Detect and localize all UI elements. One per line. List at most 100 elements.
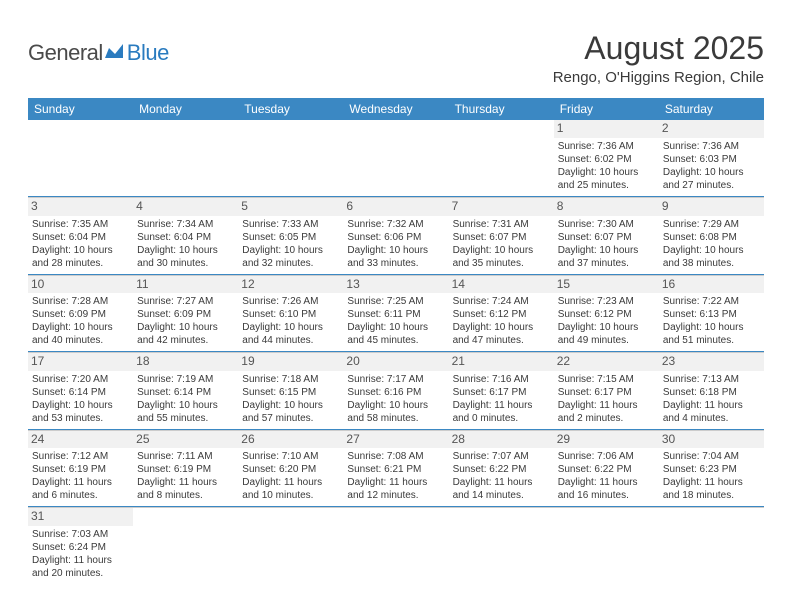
day-number: 18 [133, 353, 238, 371]
logo-text-blue: Blue [127, 40, 169, 66]
sunset-line: Sunset: 6:17 PM [558, 386, 655, 399]
daylight-line: Daylight: 10 hours and 25 minutes. [558, 166, 655, 192]
day-cell: 1Sunrise: 7:36 AMSunset: 6:02 PMDaylight… [554, 120, 659, 196]
day-cell: 11Sunrise: 7:27 AMSunset: 6:09 PMDayligh… [133, 275, 238, 352]
sunrise-line: Sunrise: 7:36 AM [558, 140, 655, 153]
sunset-line: Sunset: 6:19 PM [32, 463, 129, 476]
daylight-line: Daylight: 11 hours and 0 minutes. [453, 399, 550, 425]
sunset-line: Sunset: 6:07 PM [558, 231, 655, 244]
day-number: 3 [28, 198, 133, 216]
day-cell: 8 Sunrise: 7:30 AMSunset: 6:07 PMDaylight… [554, 197, 659, 274]
day-cell: 25Sunrise: 7:11 AMSunset: 6:19 PMDayligh… [133, 430, 238, 507]
month-title: August 2025 [553, 30, 764, 67]
sunrise-line: Sunrise: 7:32 AM [347, 218, 444, 231]
day-number: 13 [343, 276, 448, 294]
day-cell: 20Sunrise: 7:17 AMSunset: 6:16 PMDayligh… [343, 352, 448, 429]
week-row: 31Sunrise: 7:03 AMSunset: 6:24 PMDayligh… [28, 507, 764, 584]
sunset-line: Sunset: 6:22 PM [453, 463, 550, 476]
week-row: 24Sunrise: 7:12 AMSunset: 6:19 PMDayligh… [28, 430, 764, 508]
day-cell: 22Sunrise: 7:15 AMSunset: 6:17 PMDayligh… [554, 352, 659, 429]
logo: General Blue [28, 40, 169, 66]
sunrise-line: Sunrise: 7:30 AM [558, 218, 655, 231]
sunset-line: Sunset: 6:18 PM [663, 386, 760, 399]
sunset-line: Sunset: 6:21 PM [347, 463, 444, 476]
day-number: 4 [133, 198, 238, 216]
daylight-line: Daylight: 11 hours and 20 minutes. [32, 554, 129, 580]
day-number: 23 [659, 353, 764, 371]
sunset-line: Sunset: 6:14 PM [32, 386, 129, 399]
calendar-page: General Blue August 2025 Rengo, O'Higgin… [0, 0, 792, 604]
daylight-line: Daylight: 10 hours and 45 minutes. [347, 321, 444, 347]
day-number: 11 [133, 276, 238, 294]
sunset-line: Sunset: 6:13 PM [663, 308, 760, 321]
sunrise-line: Sunrise: 7:27 AM [137, 295, 234, 308]
week-row: 3Sunrise: 7:35 AMSunset: 6:04 PMDaylight… [28, 197, 764, 275]
day-cell-empty [449, 507, 554, 584]
sunrise-line: Sunrise: 7:10 AM [242, 450, 339, 463]
daylight-line: Daylight: 10 hours and 37 minutes. [558, 244, 655, 270]
weekday-header-cell: Sunday [28, 98, 133, 120]
day-number: 8 [554, 198, 659, 216]
sunrise-line: Sunrise: 7:11 AM [137, 450, 234, 463]
daylight-line: Daylight: 10 hours and 40 minutes. [32, 321, 129, 347]
sunset-line: Sunset: 6:11 PM [347, 308, 444, 321]
day-cell: 9Sunrise: 7:29 AMSunset: 6:08 PMDaylight… [659, 197, 764, 274]
day-cell: 31Sunrise: 7:03 AMSunset: 6:24 PMDayligh… [28, 507, 133, 584]
logo-flag-icon [105, 44, 127, 65]
sunrise-line: Sunrise: 7:16 AM [453, 373, 550, 386]
sunset-line: Sunset: 6:16 PM [347, 386, 444, 399]
day-cell-empty [133, 507, 238, 584]
day-number: 12 [238, 276, 343, 294]
daylight-line: Daylight: 10 hours and 51 minutes. [663, 321, 760, 347]
day-cell: 5Sunrise: 7:33 AMSunset: 6:05 PMDaylight… [238, 197, 343, 274]
sunset-line: Sunset: 6:10 PM [242, 308, 339, 321]
sunrise-line: Sunrise: 7:08 AM [347, 450, 444, 463]
day-number: 2 [659, 120, 764, 138]
sunrise-line: Sunrise: 7:25 AM [347, 295, 444, 308]
day-cell: 23Sunrise: 7:13 AMSunset: 6:18 PMDayligh… [659, 352, 764, 429]
daylight-line: Daylight: 10 hours and 35 minutes. [453, 244, 550, 270]
day-cell: 7Sunrise: 7:31 AMSunset: 6:07 PMDaylight… [449, 197, 554, 274]
daylight-line: Daylight: 11 hours and 2 minutes. [558, 399, 655, 425]
weekday-header-cell: Friday [554, 98, 659, 120]
day-cell: 21Sunrise: 7:16 AMSunset: 6:17 PMDayligh… [449, 352, 554, 429]
sunrise-line: Sunrise: 7:06 AM [558, 450, 655, 463]
daylight-line: Daylight: 11 hours and 4 minutes. [663, 399, 760, 425]
daylight-line: Daylight: 10 hours and 28 minutes. [32, 244, 129, 270]
sunrise-line: Sunrise: 7:15 AM [558, 373, 655, 386]
calendar-grid: SundayMondayTuesdayWednesdayThursdayFrid… [28, 98, 764, 584]
sunrise-line: Sunrise: 7:23 AM [558, 295, 655, 308]
sunrise-line: Sunrise: 7:31 AM [453, 218, 550, 231]
week-row: 17Sunrise: 7:20 AMSunset: 6:14 PMDayligh… [28, 352, 764, 430]
daylight-line: Daylight: 10 hours and 47 minutes. [453, 321, 550, 347]
day-cell: 17Sunrise: 7:20 AMSunset: 6:14 PMDayligh… [28, 352, 133, 429]
day-number: 21 [449, 353, 554, 371]
day-number: 15 [554, 276, 659, 294]
day-cell: 26Sunrise: 7:10 AMSunset: 6:20 PMDayligh… [238, 430, 343, 507]
day-number: 9 [659, 198, 764, 216]
sunset-line: Sunset: 6:09 PM [137, 308, 234, 321]
page-header: General Blue August 2025 Rengo, O'Higgin… [28, 30, 764, 86]
sunset-line: Sunset: 6:04 PM [137, 231, 234, 244]
week-row: 10Sunrise: 7:28 AMSunset: 6:09 PMDayligh… [28, 275, 764, 353]
daylight-line: Daylight: 10 hours and 30 minutes. [137, 244, 234, 270]
sunset-line: Sunset: 6:05 PM [242, 231, 339, 244]
day-number: 16 [659, 276, 764, 294]
sunrise-line: Sunrise: 7:20 AM [32, 373, 129, 386]
day-cell: 13Sunrise: 7:25 AMSunset: 6:11 PMDayligh… [343, 275, 448, 352]
daylight-line: Daylight: 11 hours and 12 minutes. [347, 476, 444, 502]
daylight-line: Daylight: 11 hours and 18 minutes. [663, 476, 760, 502]
weekday-header-cell: Tuesday [238, 98, 343, 120]
day-cell-empty [659, 507, 764, 584]
weekday-header-cell: Saturday [659, 98, 764, 120]
day-cell: 16Sunrise: 7:22 AMSunset: 6:13 PMDayligh… [659, 275, 764, 352]
day-cell: 6Sunrise: 7:32 AMSunset: 6:06 PMDaylight… [343, 197, 448, 274]
daylight-line: Daylight: 10 hours and 57 minutes. [242, 399, 339, 425]
sunset-line: Sunset: 6:02 PM [558, 153, 655, 166]
daylight-line: Daylight: 10 hours and 55 minutes. [137, 399, 234, 425]
sunset-line: Sunset: 6:24 PM [32, 541, 129, 554]
sunset-line: Sunset: 6:08 PM [663, 231, 760, 244]
weekday-header-cell: Monday [133, 98, 238, 120]
daylight-line: Daylight: 10 hours and 32 minutes. [242, 244, 339, 270]
day-cell: 2Sunrise: 7:36 AMSunset: 6:03 PMDaylight… [659, 120, 764, 196]
